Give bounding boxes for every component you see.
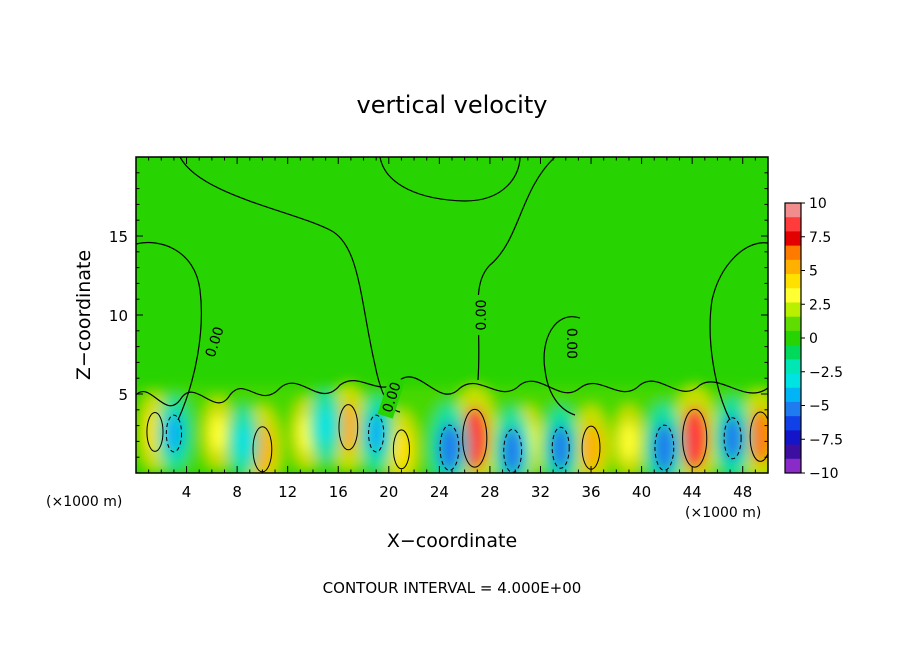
colorbar-tick-label: −5 xyxy=(809,399,830,415)
colorbar-swatch xyxy=(785,359,801,375)
x-tick-label: 12 xyxy=(278,483,297,501)
x-axis-label: X−coordinate xyxy=(387,530,517,552)
x-tick-label: 44 xyxy=(683,483,702,501)
x-tick-label: 36 xyxy=(581,483,600,501)
contour-top-dome xyxy=(379,157,521,202)
y-tick-label: 15 xyxy=(109,228,128,246)
colorbar-swatch xyxy=(785,373,801,389)
colorbar-swatch xyxy=(785,416,801,431)
colorbar-swatch xyxy=(785,316,801,332)
x-tick-label: 24 xyxy=(430,483,449,501)
y-axis: 5 10 15 xyxy=(109,172,768,458)
updraft-cell xyxy=(748,409,768,464)
downdraft-cell xyxy=(317,406,335,445)
contour-mid-right xyxy=(543,316,581,416)
downdraft-contour xyxy=(439,424,460,471)
x-unit-left: (×1000 m) xyxy=(46,494,122,510)
colorbar: 10 7.5 5 2.5 0 −2.5 −5 −7.5 −10 xyxy=(784,196,843,482)
contour-label-bg xyxy=(473,295,490,335)
updraft-contour xyxy=(462,408,488,468)
downdraft-contour xyxy=(368,414,385,453)
updraft-contour xyxy=(392,429,410,470)
x-axis: 4 8 12 16 20 24 28 32 36 40 44 48 xyxy=(148,157,756,501)
colorbar-swatch xyxy=(785,259,801,275)
colorbar-swatch xyxy=(785,345,801,360)
downdraft-cell xyxy=(367,413,386,454)
x-unit-right: (×1000 m) xyxy=(685,505,761,521)
colorbar-tick-label: 0 xyxy=(809,331,818,347)
downdraft-cell xyxy=(502,427,523,473)
downdraft-cell xyxy=(164,413,183,454)
downdraft-contour xyxy=(165,414,183,453)
contour-interval-note: CONTOUR INTERVAL = 4.000E+00 xyxy=(323,579,582,597)
downdraft-cell xyxy=(653,423,675,473)
contour-label: 0.00 xyxy=(563,328,579,359)
x-tick-label: 20 xyxy=(379,483,398,501)
colorbar-swatch xyxy=(785,330,801,346)
colorbar-tick-label: −10 xyxy=(809,466,839,482)
colorbar-swatch xyxy=(785,203,801,218)
x-tick-label: 4 xyxy=(182,483,192,501)
colorbar-tick-label: −2.5 xyxy=(809,365,843,381)
y-tick-label: 5 xyxy=(118,386,128,404)
downdraft-cell xyxy=(235,423,252,460)
velocity-field xyxy=(136,381,768,473)
downdraft-contour xyxy=(551,426,570,469)
downdraft-cell xyxy=(438,423,461,473)
colorbar-swatch xyxy=(785,231,801,247)
updraft-contour xyxy=(338,404,359,451)
colorbar-swatch xyxy=(785,274,801,289)
colorbar-swatch xyxy=(785,401,801,417)
colorbar-tick-label: −7.5 xyxy=(809,432,843,448)
downdraft-cell xyxy=(550,425,571,471)
colorbar-tick-label: 5 xyxy=(809,264,818,280)
updraft-cell xyxy=(620,422,638,461)
updraft-cell xyxy=(209,414,227,453)
colorbar-tick-label: 7.5 xyxy=(809,230,831,246)
x-tick-label: 48 xyxy=(733,483,752,501)
colorbar-swatch xyxy=(785,387,801,403)
contour-label-bg xyxy=(200,320,229,364)
colorbar-swatch xyxy=(785,288,801,303)
y-tick-label: 10 xyxy=(109,307,128,325)
updraft-contour xyxy=(682,408,708,468)
updraft-cell xyxy=(337,402,359,452)
downdraft-cell xyxy=(722,415,743,461)
colorbar-tick-label: 10 xyxy=(809,196,827,212)
x-tick-label: 40 xyxy=(632,483,651,501)
updraft-contour xyxy=(146,411,164,452)
downdraft-contour xyxy=(723,417,742,460)
contour-low-wave xyxy=(136,376,768,407)
contour-label-bg xyxy=(564,323,581,364)
updraft-cell xyxy=(681,406,708,470)
x-tick-label: 28 xyxy=(480,483,499,501)
contour-upper-arc xyxy=(179,157,401,413)
plot-area: 0.000.000.000.00 xyxy=(135,156,769,474)
colorbar-swatch xyxy=(785,430,801,446)
colorbar-swatch xyxy=(785,302,801,318)
x-tick-label: 16 xyxy=(329,483,348,501)
updraft-contour xyxy=(749,411,768,462)
colorbar-tick-label: 2.5 xyxy=(809,297,831,313)
downdraft-contour xyxy=(654,424,675,471)
contour-right-plume xyxy=(709,242,768,421)
x-tick-label: 8 xyxy=(232,483,242,501)
colorbar-swatch xyxy=(785,444,801,460)
contour-label-bg xyxy=(377,375,406,419)
colorbar-swatch xyxy=(785,245,801,261)
contour-label: 0.00 xyxy=(474,299,490,330)
updraft-cell xyxy=(580,424,602,472)
colorbar-swatch xyxy=(785,458,801,474)
x-tick-label: 32 xyxy=(531,483,550,501)
colorbar-swatch xyxy=(785,217,801,232)
y-axis-label: Z−coordinate xyxy=(73,250,95,380)
updraft-cell xyxy=(392,428,411,471)
contour-left-plume xyxy=(136,241,202,421)
contour-label-group: 0.000.000.000.00 xyxy=(200,295,581,419)
chart-title: vertical velocity xyxy=(357,91,548,119)
